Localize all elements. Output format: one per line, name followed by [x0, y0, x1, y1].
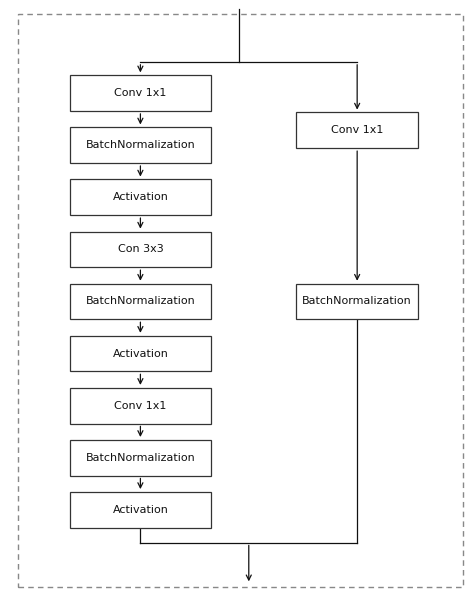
Text: BatchNormalization: BatchNormalization [85, 297, 195, 307]
Text: Con 3x3: Con 3x3 [118, 245, 163, 254]
Text: BatchNormalization: BatchNormalization [85, 453, 195, 463]
Text: Conv 1x1: Conv 1x1 [114, 88, 166, 98]
FancyBboxPatch shape [70, 231, 211, 267]
Text: Activation: Activation [112, 349, 168, 359]
Text: Activation: Activation [112, 193, 168, 202]
Text: Activation: Activation [112, 505, 168, 515]
FancyBboxPatch shape [70, 75, 211, 111]
FancyBboxPatch shape [70, 440, 211, 475]
FancyBboxPatch shape [70, 127, 211, 163]
Text: BatchNormalization: BatchNormalization [85, 141, 195, 150]
Text: Conv 1x1: Conv 1x1 [331, 126, 383, 135]
FancyBboxPatch shape [296, 112, 419, 148]
FancyBboxPatch shape [70, 335, 211, 371]
FancyBboxPatch shape [296, 283, 419, 319]
Text: Conv 1x1: Conv 1x1 [114, 401, 166, 411]
FancyBboxPatch shape [70, 492, 211, 527]
Text: BatchNormalization: BatchNormalization [302, 297, 412, 307]
FancyBboxPatch shape [70, 179, 211, 215]
FancyBboxPatch shape [70, 388, 211, 423]
FancyBboxPatch shape [70, 283, 211, 319]
